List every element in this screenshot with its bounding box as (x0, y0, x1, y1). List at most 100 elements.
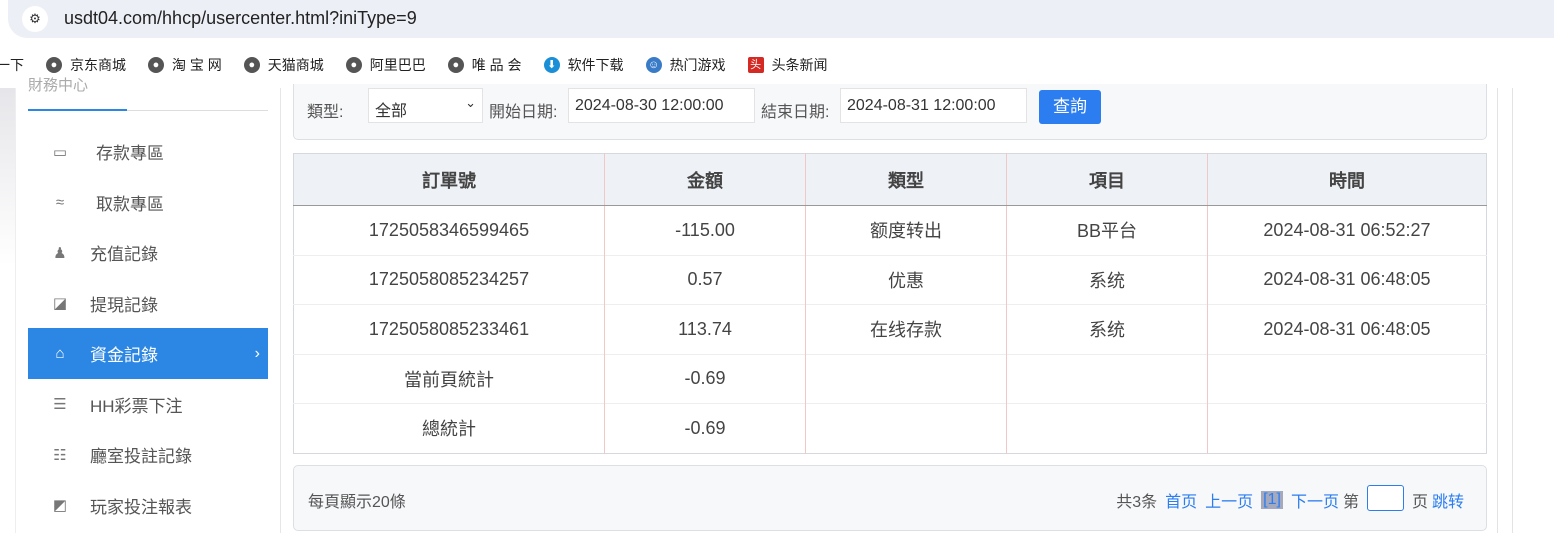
table-cell: -0.69 (604, 353, 806, 404)
sidebar-title: 財務中心 (28, 77, 89, 94)
right-scroll-panel (1497, 88, 1513, 533)
type-select[interactable]: 全部 ⌄ (368, 88, 483, 123)
sidebar-item-label: 充值記錄 (90, 245, 158, 264)
bookmark-label: 唯 品 会 (471, 57, 522, 73)
download-icon: ⬇ (543, 57, 560, 73)
bookmark-label: 阿里巴巴 (369, 57, 426, 73)
page-suffix: 页 (1411, 494, 1428, 511)
start-date-input[interactable]: 2024-08-30 12:00:00 (568, 88, 755, 123)
header-amount: 金額 (604, 153, 806, 206)
table-cell: 1725058085233461 (293, 304, 605, 354)
current-page[interactable]: [1] (1261, 491, 1283, 509)
bookmark-item[interactable]: ☺ 热门游戏 (645, 55, 726, 75)
list-icon: ☷ (53, 446, 67, 464)
sidebar-item[interactable]: ◩ 玩家投注報表 (28, 480, 268, 531)
next-page-link[interactable]: 下一页 (1290, 494, 1339, 511)
table-cell: 當前頁統計 (293, 353, 605, 404)
globe-icon: ● (243, 57, 260, 73)
table-cell: 在线存款 (805, 304, 1007, 354)
table-cell: 系统 (1006, 254, 1208, 305)
funds-table: 訂單號 金額 類型 項目 時間 1725058346599465 -115.00 额… (293, 153, 1487, 454)
end-date-label: 結束日期: (761, 104, 830, 121)
header-item: 項目 (1006, 153, 1208, 206)
table-cell: 總統計 (293, 403, 605, 453)
table-cell: BB平台 (1006, 205, 1208, 255)
sidebar-item-label: HH彩票下注 (90, 396, 183, 416)
bookmark-label: 软件下载 (567, 57, 624, 73)
bookmark-item[interactable]: ● 淘 宝 网 (148, 55, 222, 75)
wallet-icon: ◪ (52, 295, 68, 312)
table-cell (1006, 403, 1208, 453)
table-cell: 系统 (1006, 304, 1208, 354)
pager: 共3条 首页 上一页 [1] 下一页 第 页 跳转 (1116, 485, 1464, 512)
table-header-row: 訂單號 金額 類型 項目 時間 (293, 153, 1487, 206)
end-date-input[interactable]: 2024-08-31 12:00:00 (840, 88, 1027, 123)
bookmark-item[interactable]: ● 京东商城 (46, 55, 126, 75)
ticket-icon: ☰ (53, 396, 67, 413)
chevron-down-icon: ⌄ (465, 95, 476, 110)
sidebar-item[interactable]: ≈ 取款專區 (28, 177, 268, 228)
header-order-no: 訂單號 (293, 153, 605, 206)
jump-page-input[interactable] (1366, 485, 1404, 511)
sidebar-item[interactable]: ▭ 存款專區 (28, 126, 268, 177)
table-cell: 2024-08-31 06:48:05 (1207, 254, 1487, 305)
per-page-text: 每頁顯示20條 (308, 494, 406, 511)
table-cell: 1725058085234257 (293, 254, 605, 305)
game-icon: ☺ (645, 57, 662, 73)
table-row: 總統計 -0.69 (293, 403, 1487, 453)
filter-bar: 類型: 全部 ⌄ 開始日期: 2024-08-30 12:00:00 結束日期: … (293, 84, 1487, 140)
url-text[interactable]: usdt04.com/hhcp/usercenter.html?iniType=… (64, 8, 417, 28)
table-cell: 113.74 (604, 304, 806, 354)
search-button[interactable]: 查詢 (1039, 90, 1101, 124)
funds-icon: ⌂ (55, 345, 65, 362)
sidebar-item-label: 廳室投註記錄 (90, 447, 192, 466)
sidebar-item-label: 取款專區 (96, 194, 164, 214)
bookmark-label: 一下 (0, 57, 24, 73)
sidebar-item[interactable]: ◪ 提現記錄 (28, 278, 268, 329)
bookmarks-bar: 一下 ● 京东商城 ● 淘 宝 网 ● 天猫商城 ● 阿里巴巴 ● 唯 品 会 ⬇ 软件下载 ☺ 热门游戏 头… (0, 46, 1554, 84)
bookmark-item[interactable]: 一下 (0, 55, 24, 75)
first-page-link[interactable]: 首页 (1165, 494, 1198, 511)
bookmark-item[interactable]: ● 唯 品 会 (447, 55, 522, 75)
table-cell: 额度转出 (805, 205, 1007, 255)
sidebar-item[interactable]: ⌂ 資金記錄 › (28, 328, 268, 379)
sidebar: 財務中心 ▭ 存款專區 ≈ 取款專區 ♟ 充值記錄 ◪ 提現記錄 ⌂ 資金記錄 › ☰ HH彩票下注 ☷ 廳… (15, 77, 281, 533)
bookmark-item[interactable]: ● 天猫商城 (243, 55, 324, 75)
sidebar-item[interactable]: ☰ HH彩票下注 (28, 379, 268, 430)
table-cell: 优惠 (805, 254, 1007, 305)
total-count: 共3条 (1116, 494, 1158, 511)
sidebar-item[interactable]: ♟ 充值記錄 (28, 227, 268, 278)
table-cell (805, 353, 1007, 404)
bookmark-label: 京东商城 (70, 57, 126, 73)
sidebar-item[interactable]: ☷ 廳室投註記錄 (28, 429, 268, 480)
prev-page-link[interactable]: 上一页 (1205, 494, 1254, 511)
globe-icon: ● (46, 57, 62, 73)
bookmark-label: 天猫商城 (267, 57, 324, 73)
hand-money-icon: ≈ (55, 193, 65, 211)
toutiao-icon: 头 (747, 57, 764, 73)
sidebar-item-label: 提現記錄 (90, 295, 158, 315)
table-row: 1725058085234257 0.57 优惠 系统 2024-08-31 06:48… (293, 254, 1487, 305)
table-cell: 2024-08-31 06:48:05 (1207, 304, 1487, 354)
sidebar-item-label: 存款專區 (96, 144, 164, 163)
jump-link[interactable]: 跳转 (1431, 494, 1464, 511)
type-label: 類型: (307, 104, 344, 121)
table-cell (805, 403, 1007, 453)
pagination-panel: 每頁顯示20條 共3条 首页 上一页 [1] 下一页 第 页 跳转 (293, 465, 1487, 531)
header-time: 時間 (1207, 153, 1487, 206)
bookmark-label: 淘 宝 网 (172, 57, 222, 73)
left-shade (0, 88, 15, 533)
url-pill[interactable]: ⚙ usdt04.com/hhcp/usercenter.html?iniTyp… (8, 0, 1554, 38)
table-cell: 0.57 (604, 254, 806, 305)
table-cell (1006, 353, 1208, 404)
bookmark-item[interactable]: ● 阿里巴巴 (345, 55, 426, 75)
site-settings-icon[interactable]: ⚙ (22, 6, 48, 32)
bookmark-item[interactable]: ⬇ 软件下载 (543, 55, 624, 75)
table-cell (1207, 353, 1487, 404)
table-cell (1207, 403, 1487, 453)
type-select-value: 全部 (375, 103, 408, 120)
start-date-label: 開始日期: (489, 104, 558, 121)
sidebar-title-underline (28, 109, 268, 111)
bookmark-item[interactable]: 头头条新闻 (747, 55, 828, 75)
globe-icon: ● (148, 57, 164, 73)
